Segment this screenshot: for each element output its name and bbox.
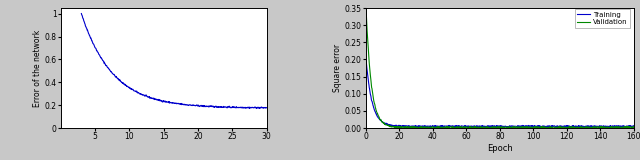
Validation <box>407 127 415 129</box>
Legend: Training, Validation: Training, Validation <box>575 9 630 28</box>
Line: Validation: Validation <box>366 8 634 128</box>
Training <box>362 58 370 60</box>
Training <box>571 125 579 127</box>
Validation <box>630 126 637 128</box>
Y-axis label: Square error: Square error <box>333 44 342 92</box>
Training <box>630 125 637 127</box>
Validation <box>480 127 488 128</box>
Training <box>576 126 584 128</box>
Validation <box>576 127 584 128</box>
Validation <box>571 127 579 129</box>
Training <box>480 125 488 127</box>
Y-axis label: Error of the network: Error of the network <box>33 29 42 107</box>
Validation <box>546 127 554 128</box>
X-axis label: Epoch: Epoch <box>487 144 513 153</box>
Line: Training: Training <box>366 59 634 127</box>
Training <box>472 126 480 128</box>
Training <box>546 125 554 127</box>
Validation <box>362 7 370 9</box>
Training <box>390 125 397 127</box>
Training <box>470 126 478 128</box>
Validation <box>470 126 478 128</box>
Validation <box>390 126 397 128</box>
